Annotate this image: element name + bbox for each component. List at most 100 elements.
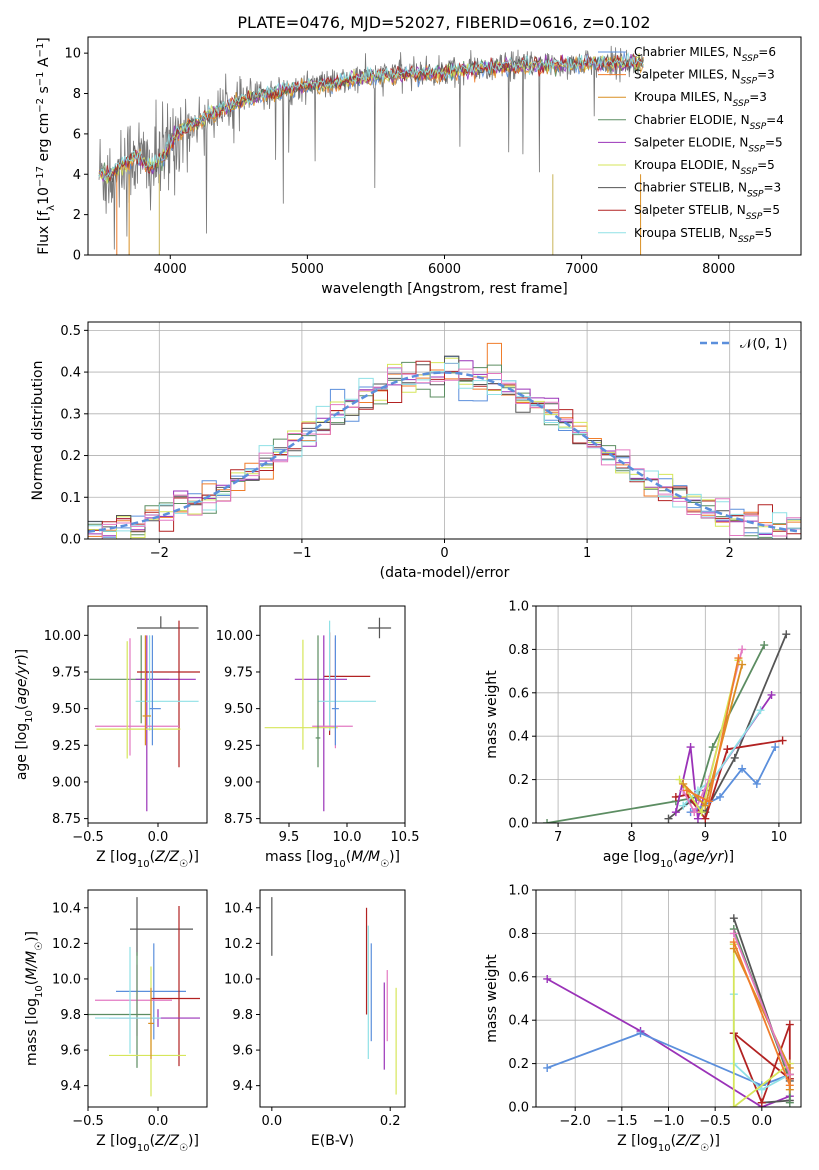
x-tick-label: 10 [771, 830, 788, 845]
normal-curve [88, 371, 801, 533]
y-tick-label: 1.0 [508, 884, 529, 899]
series-marker [693, 786, 702, 795]
x-tick-label: 8000 [702, 262, 735, 277]
series-marker [734, 654, 743, 663]
age_vs_Z-panel: −0.5 0.0 8.75 9.00 9.25 9.50 9.75 10.00 Z [log10… [14, 605, 208, 870]
series-marker [756, 706, 765, 715]
series-marker [785, 1098, 794, 1107]
series-marker [708, 743, 717, 752]
x-tick-label: 7 [554, 830, 562, 845]
y-tick-label: 9.75 [224, 665, 253, 680]
x-tick-label: −0.5 [699, 1114, 731, 1129]
x-tick-label: 0.0 [148, 1114, 169, 1129]
series-marker [738, 645, 747, 654]
series-marker [716, 792, 725, 801]
legend-entry: Kroupa STELIB, NSSP=5 [634, 226, 772, 245]
mass_weight_vs_age-plot-area [543, 630, 791, 823]
legend: Chabrier MILES, NSSP=6 Salpeter MILES, NS… [598, 45, 784, 245]
legend-entry: Chabrier MILES, NSSP=6 [634, 45, 776, 64]
y-tick-label: 9.50 [224, 702, 253, 717]
y-tick-label: 0.4 [508, 730, 529, 745]
y-tick-label: 10.0 [52, 972, 81, 987]
model-spectrum-kroupa-stelib [98, 52, 644, 181]
x-tick-label: 9.5 [279, 830, 300, 845]
series-marker [757, 1098, 766, 1107]
mass_weight_vs_Z-panel: −2.0 −1.5 −1.0 −0.5 0.0 0.0 0.2 0.4 0.6 0.8 1.0 Z [… [484, 884, 802, 1154]
series-marker [690, 808, 699, 817]
axes-frame [259, 605, 406, 824]
y-axis-label: Normed distribution [30, 361, 46, 501]
mass_vs_Z-plot-area [88, 897, 200, 1097]
mass_vs_Z-panel: −0.5 0.0 9.4 9.6 9.8 10.0 10.2 10.4 Z [log10(Z/Z… [24, 889, 208, 1154]
x-axis-label: Z [log10(Z/Z☉)] [96, 849, 199, 870]
series-marker [636, 1029, 645, 1038]
histogram-kroupa-stelib [88, 362, 801, 539]
series-marker [729, 1103, 738, 1107]
series-marker [701, 814, 710, 823]
x-tick-label: 7000 [565, 262, 598, 277]
y-tick-label: 10.00 [44, 629, 81, 644]
legend-entry: Salpeter MILES, NSSP=3 [634, 68, 775, 87]
model-spectrum-salpeter-stelib [98, 53, 644, 182]
axes-frame [535, 605, 802, 824]
series-line [682, 709, 762, 807]
x-tick-label: 8 [628, 830, 636, 845]
x-axis-label: (data-model)/error [380, 565, 510, 581]
y-tick-label: 6 [73, 127, 81, 142]
legend-entry: Kroupa ELODIE, NSSP=5 [634, 158, 775, 177]
y-tick-label: 0.4 [60, 366, 81, 381]
y-tick-label: 0.0 [508, 817, 529, 832]
series-marker [760, 641, 769, 650]
y-tick-label: 0.4 [508, 1014, 529, 1029]
legend-entry: Kroupa MILES, NSSP=3 [634, 90, 767, 109]
series-marker [682, 786, 691, 795]
series-marker [730, 753, 739, 762]
legend-entry: Salpeter STELIB, NSSP=5 [634, 203, 780, 222]
y-tick-label: 9.25 [52, 739, 81, 754]
y-axis-label: mass weight [484, 670, 500, 759]
axes-frame [259, 889, 406, 1108]
figure-title: PLATE=0476, MJD=52027, FIBERID=0616, z=0… [237, 13, 650, 32]
y-tick-label: 9.6 [232, 1044, 253, 1059]
y-tick-label: 0.2 [60, 449, 81, 464]
series-marker [679, 801, 688, 810]
x-tick-label: −2 [150, 546, 169, 561]
y-tick-label: 10.2 [224, 937, 253, 952]
x-axis-label: wavelength [Angstrom, rest frame] [321, 281, 567, 297]
series-marker [729, 914, 738, 923]
axes-frame [87, 605, 208, 824]
x-tick-label: 0.0 [261, 1114, 282, 1129]
series-marker [752, 779, 761, 788]
series-marker [697, 808, 706, 817]
legend-entry: 𝒩(0, 1) [740, 337, 787, 352]
series-marker [701, 801, 710, 810]
series-marker [785, 1070, 794, 1079]
y-tick-label: 9.50 [52, 702, 81, 717]
series-marker [679, 779, 688, 788]
x-axis-label: Z [log10(Z/Z☉)] [96, 1133, 199, 1154]
x-tick-label: −1 [292, 546, 311, 561]
y-tick-label: 9.00 [52, 775, 81, 790]
axes-frame [87, 321, 802, 540]
mass_weight_vs_age-panel: 7 8 9 10 0.0 0.2 0.4 0.6 0.8 1.0 age [log10(age/yr… [484, 600, 802, 870]
y-tick-label: 9.00 [224, 775, 253, 790]
x-tick-label: 0 [440, 546, 448, 561]
y-tick-label: 0.8 [508, 927, 529, 942]
y-tick-label: 9.6 [60, 1044, 81, 1059]
y-tick-label: 9.4 [232, 1079, 253, 1094]
series-marker [729, 929, 738, 938]
x-tick-label: 2 [726, 546, 734, 561]
series-marker [543, 1063, 552, 1072]
mass_vs_ebv-plot-area [271, 897, 397, 1095]
spectrum-plot-area [98, 45, 644, 255]
x-tick-label: −1.0 [653, 1114, 685, 1129]
series-marker [675, 775, 684, 784]
series-marker [704, 797, 713, 806]
x-axis-label: mass [log10(M/M☉)] [265, 849, 400, 870]
age_vs_Z-plot-area [89, 616, 200, 812]
y-tick-label: 9.25 [224, 739, 253, 754]
y-tick-label: 0.0 [508, 1101, 529, 1116]
series-line [732, 944, 791, 1107]
legend-entry: Chabrier STELIB, NSSP=3 [634, 181, 781, 200]
